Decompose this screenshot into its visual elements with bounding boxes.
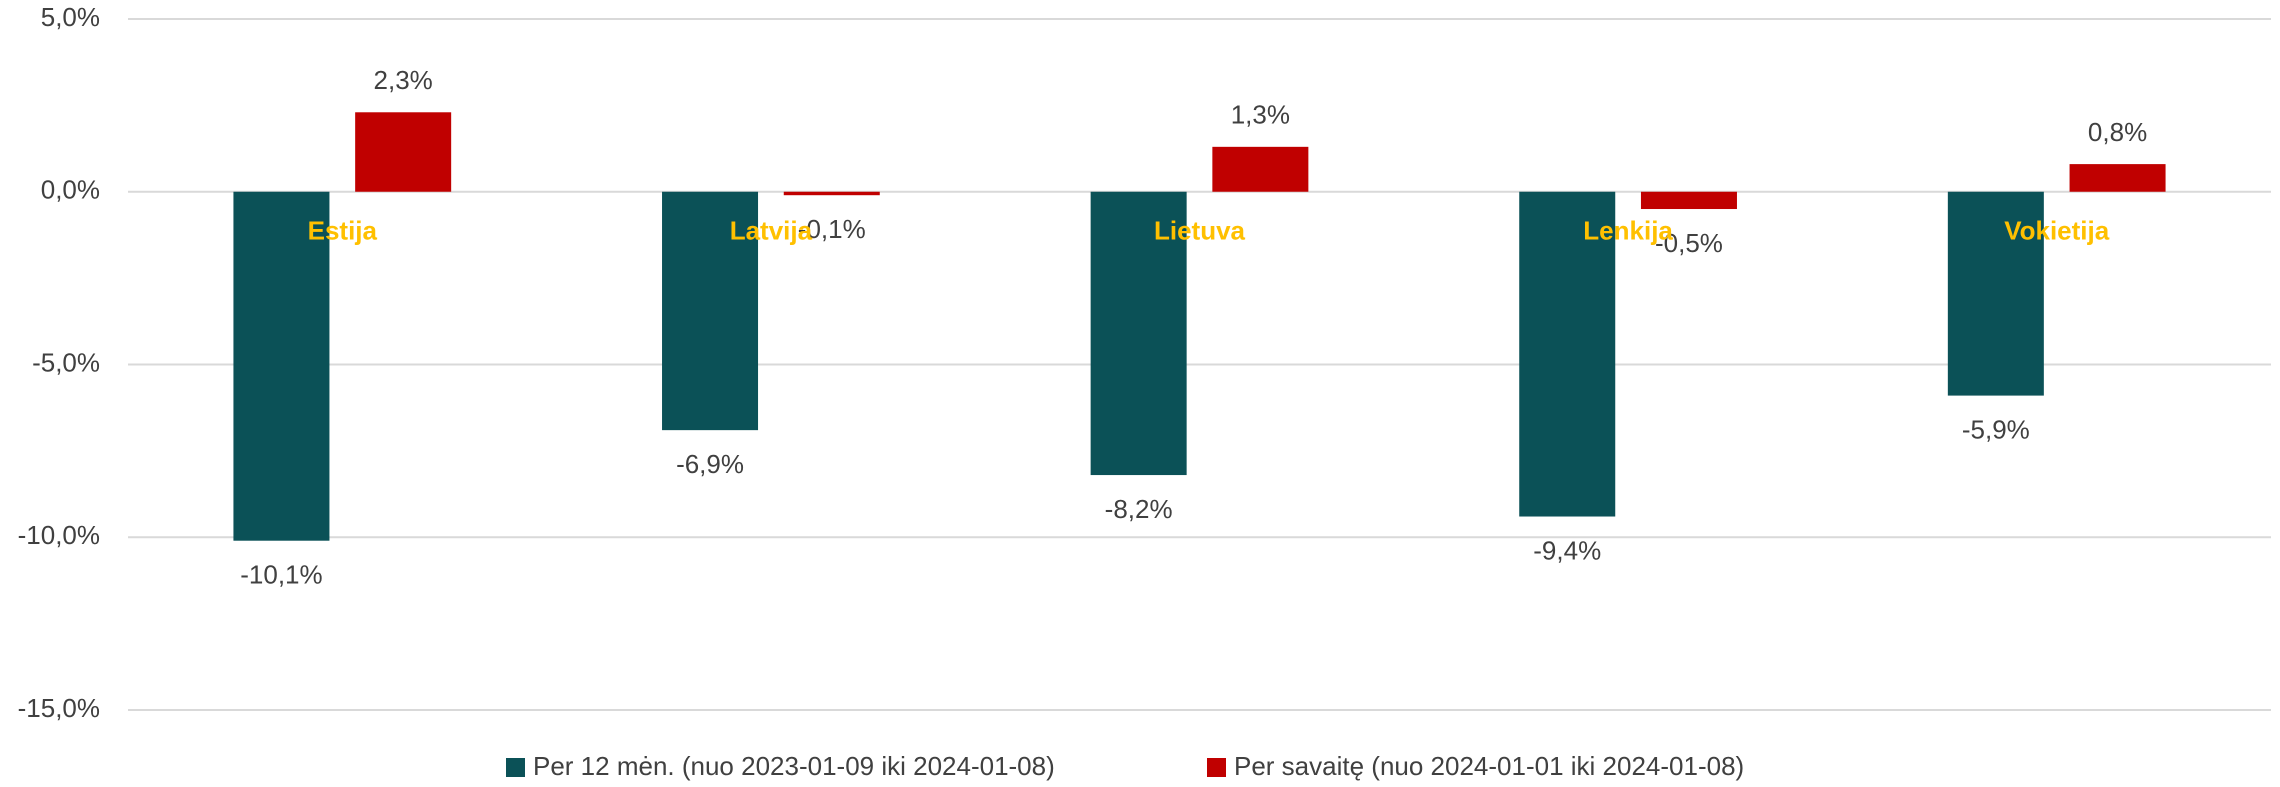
bar: [355, 112, 452, 192]
x-tick-label: Estija: [308, 216, 378, 246]
bar: [233, 191, 330, 541]
y-tick-label: -5,0%: [32, 347, 100, 377]
data-label: 2,3%: [374, 65, 433, 95]
bar: [2069, 164, 2166, 192]
legend-label: Per 12 mėn. (nuo 2023-01-09 iki 2024-01-…: [533, 751, 1055, 781]
bar: [1947, 191, 2044, 396]
bar: [1090, 191, 1187, 476]
data-label: 1,3%: [1231, 100, 1290, 130]
bar: [1640, 191, 1737, 210]
data-label: 0,8%: [2088, 117, 2147, 147]
data-label: -8,2%: [1105, 494, 1173, 524]
legend-label: Per savaitę (nuo 2024-01-01 iki 2024-01-…: [1234, 751, 1744, 781]
x-tick-label: Latvija: [730, 216, 813, 246]
legend-swatch: [506, 758, 525, 777]
y-tick-label: 0,0%: [41, 175, 100, 205]
data-label: -9,4%: [1533, 535, 1601, 565]
data-label: -0,5%: [1655, 228, 1723, 258]
bar: [662, 191, 759, 431]
x-tick-label: Lietuva: [1154, 216, 1246, 246]
data-label: -6,9%: [676, 449, 744, 479]
bar: [783, 191, 880, 196]
y-tick-label: 5,0%: [41, 2, 100, 32]
bar: [1212, 146, 1309, 192]
y-tick-label: -15,0%: [18, 693, 100, 723]
data-label: -10,1%: [240, 560, 322, 590]
x-tick-label: Lenkija: [1583, 216, 1673, 246]
data-label: -0,1%: [798, 214, 866, 244]
x-tick-label: Vokietija: [2004, 216, 2110, 246]
y-tick-label: -10,0%: [18, 520, 100, 550]
legend-swatch: [1207, 758, 1226, 777]
bar: [1519, 191, 1616, 517]
data-label: -5,9%: [1962, 414, 2030, 444]
